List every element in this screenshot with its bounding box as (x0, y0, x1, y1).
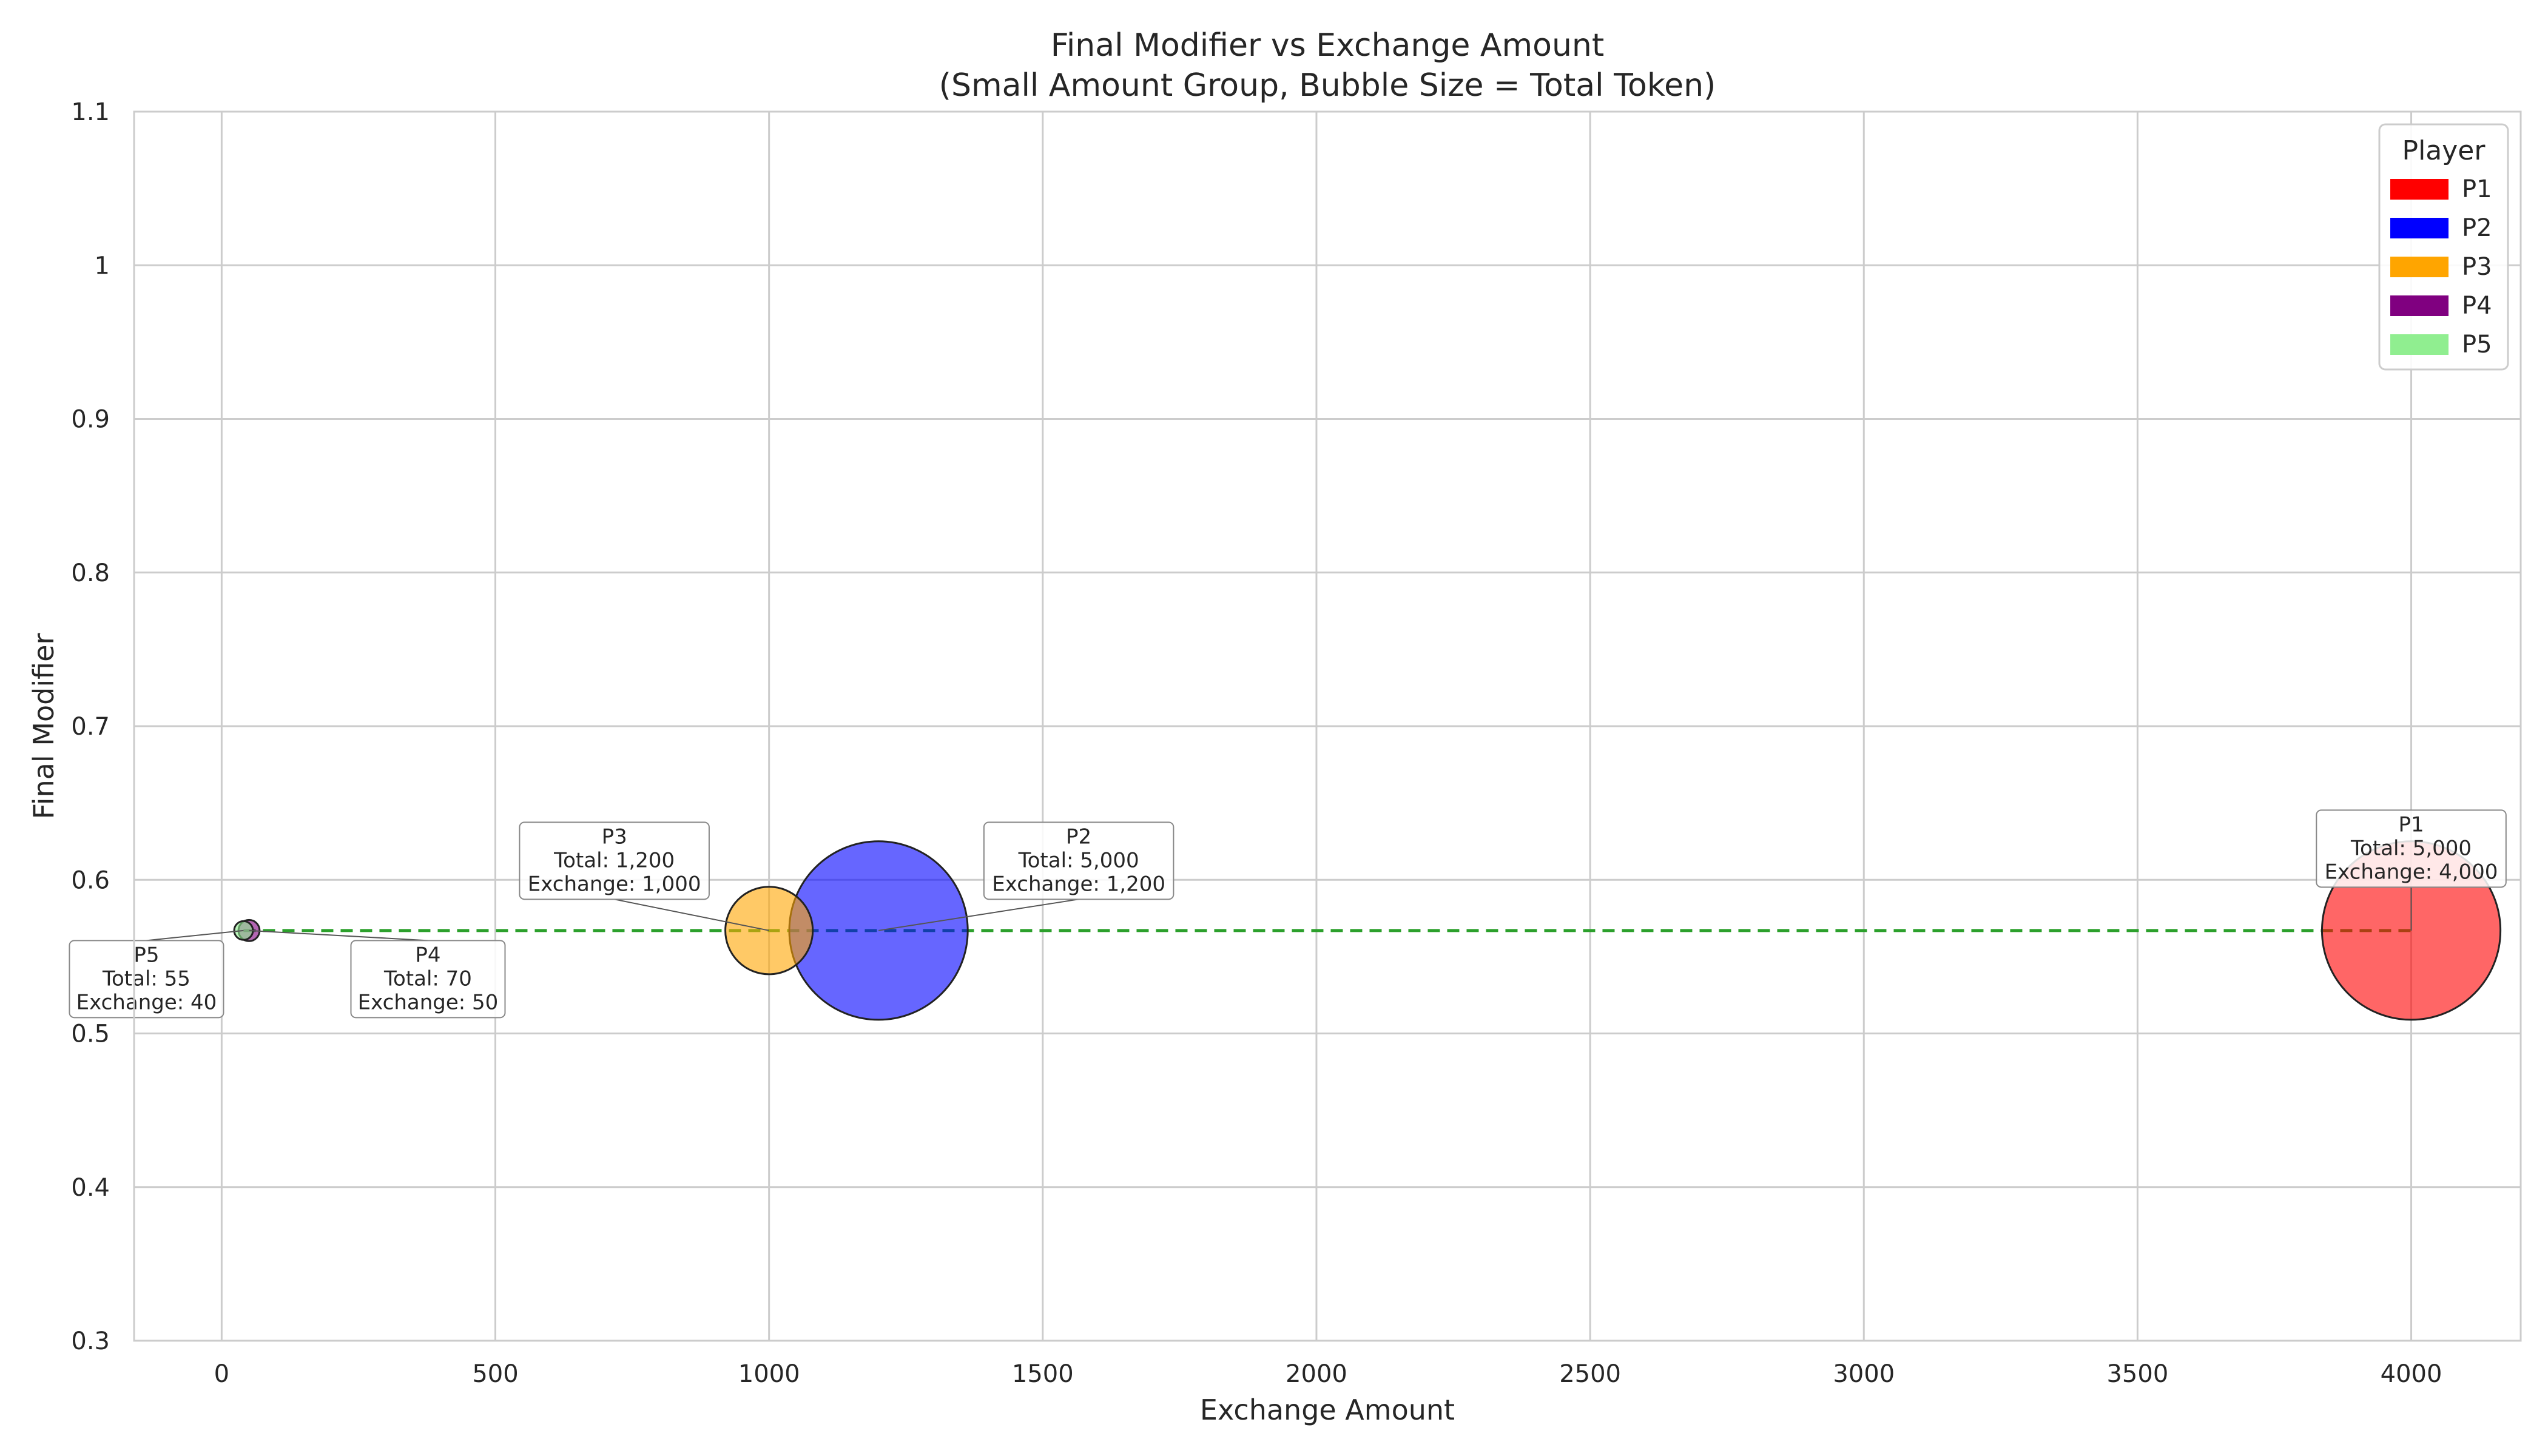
y-tick-label: 1.1 (71, 98, 110, 126)
legend-label-p5: P5 (2462, 331, 2492, 359)
x-tick-label: 0 (214, 1360, 229, 1388)
legend: Player P1 P2 P3 P4 P5 (2378, 123, 2509, 371)
annotation-text: Total: 70 (383, 966, 472, 991)
annotation-text: P2 (1066, 824, 1091, 849)
x-tick-label: 4000 (2381, 1360, 2442, 1388)
annotation-connector (249, 929, 428, 942)
x-tick-label: 500 (472, 1360, 518, 1388)
annotation-text: Total: 1,200 (553, 848, 675, 872)
annotation-text: P1 (2398, 812, 2424, 837)
annotation-text: Total: 5,000 (2350, 836, 2472, 860)
annotation-text: Exchange: 1,000 (528, 872, 701, 896)
tick-labels: 0 500 1000 1500 2000 2500 3000 3500 4000 0.3 0.4 0.… (71, 98, 2442, 1388)
x-tick-label: 3500 (2106, 1360, 2168, 1388)
annotation-text: Total: 55 (102, 966, 190, 991)
legend-swatch-p2 (2390, 218, 2449, 238)
x-axis-label: Exchange Amount (1200, 1394, 1455, 1426)
legend-swatch-p3 (2390, 257, 2449, 277)
y-tick-label: 0.7 (71, 713, 110, 741)
annotation-connector (146, 929, 244, 942)
y-tick-label: 0.5 (71, 1020, 110, 1048)
legend-swatch-p5 (2390, 334, 2449, 355)
legend-label-p2: P2 (2462, 214, 2492, 242)
y-axis-label: Final Modifier (27, 633, 60, 820)
annotation-text: P4 (415, 943, 440, 967)
x-tick-label: 2500 (1559, 1360, 1621, 1388)
annotation-text: Exchange: 4,000 (2325, 860, 2498, 884)
y-tick-label: 0.4 (71, 1174, 110, 1202)
annotation-box (519, 821, 710, 900)
y-tick-label: 0.6 (71, 866, 110, 894)
annotation-box (983, 821, 1175, 900)
annotation-box (2316, 809, 2507, 888)
annotation-box (69, 940, 224, 1019)
y-tick-label: 0.3 (71, 1327, 110, 1355)
legend-label-p1: P1 (2462, 175, 2492, 203)
annotation-text: P3 (602, 824, 627, 849)
x-tick-label: 1500 (1012, 1360, 1074, 1388)
grid-lines (134, 110, 2521, 1342)
y-tick-label: 0.9 (71, 406, 110, 434)
legend-title: Player (2402, 135, 2486, 166)
annotation-text: P5 (133, 943, 159, 967)
annotation-box (350, 940, 506, 1019)
legend-label-p3: P3 (2462, 253, 2492, 281)
annotation-connector (614, 898, 769, 931)
chart-title-line1: Final Modifier vs Exchange Amount (1051, 27, 1605, 64)
annotation-connector (878, 898, 1079, 931)
x-tick-label: 2000 (1286, 1360, 1347, 1388)
x-tick-label: 1000 (738, 1360, 800, 1388)
y-tick-label: 0.8 (71, 559, 110, 587)
annotation-text: Total: 5,000 (1018, 848, 1139, 872)
legend-swatch-p4 (2390, 295, 2449, 316)
annotation-text: Exchange: 40 (76, 990, 217, 1014)
annotation-text: Exchange: 1,200 (992, 872, 1165, 896)
y-tick-label: 1 (95, 252, 110, 280)
annotation-text: Exchange: 50 (358, 990, 499, 1014)
chart-title-line2: (Small Amount Group, Bubble Size = Total… (939, 67, 1716, 104)
plot-frame (133, 110, 2522, 1342)
legend-swatch-p1 (2390, 179, 2449, 200)
x-tick-label: 3000 (1833, 1360, 1895, 1388)
legend-label-p4: P4 (2462, 292, 2492, 320)
